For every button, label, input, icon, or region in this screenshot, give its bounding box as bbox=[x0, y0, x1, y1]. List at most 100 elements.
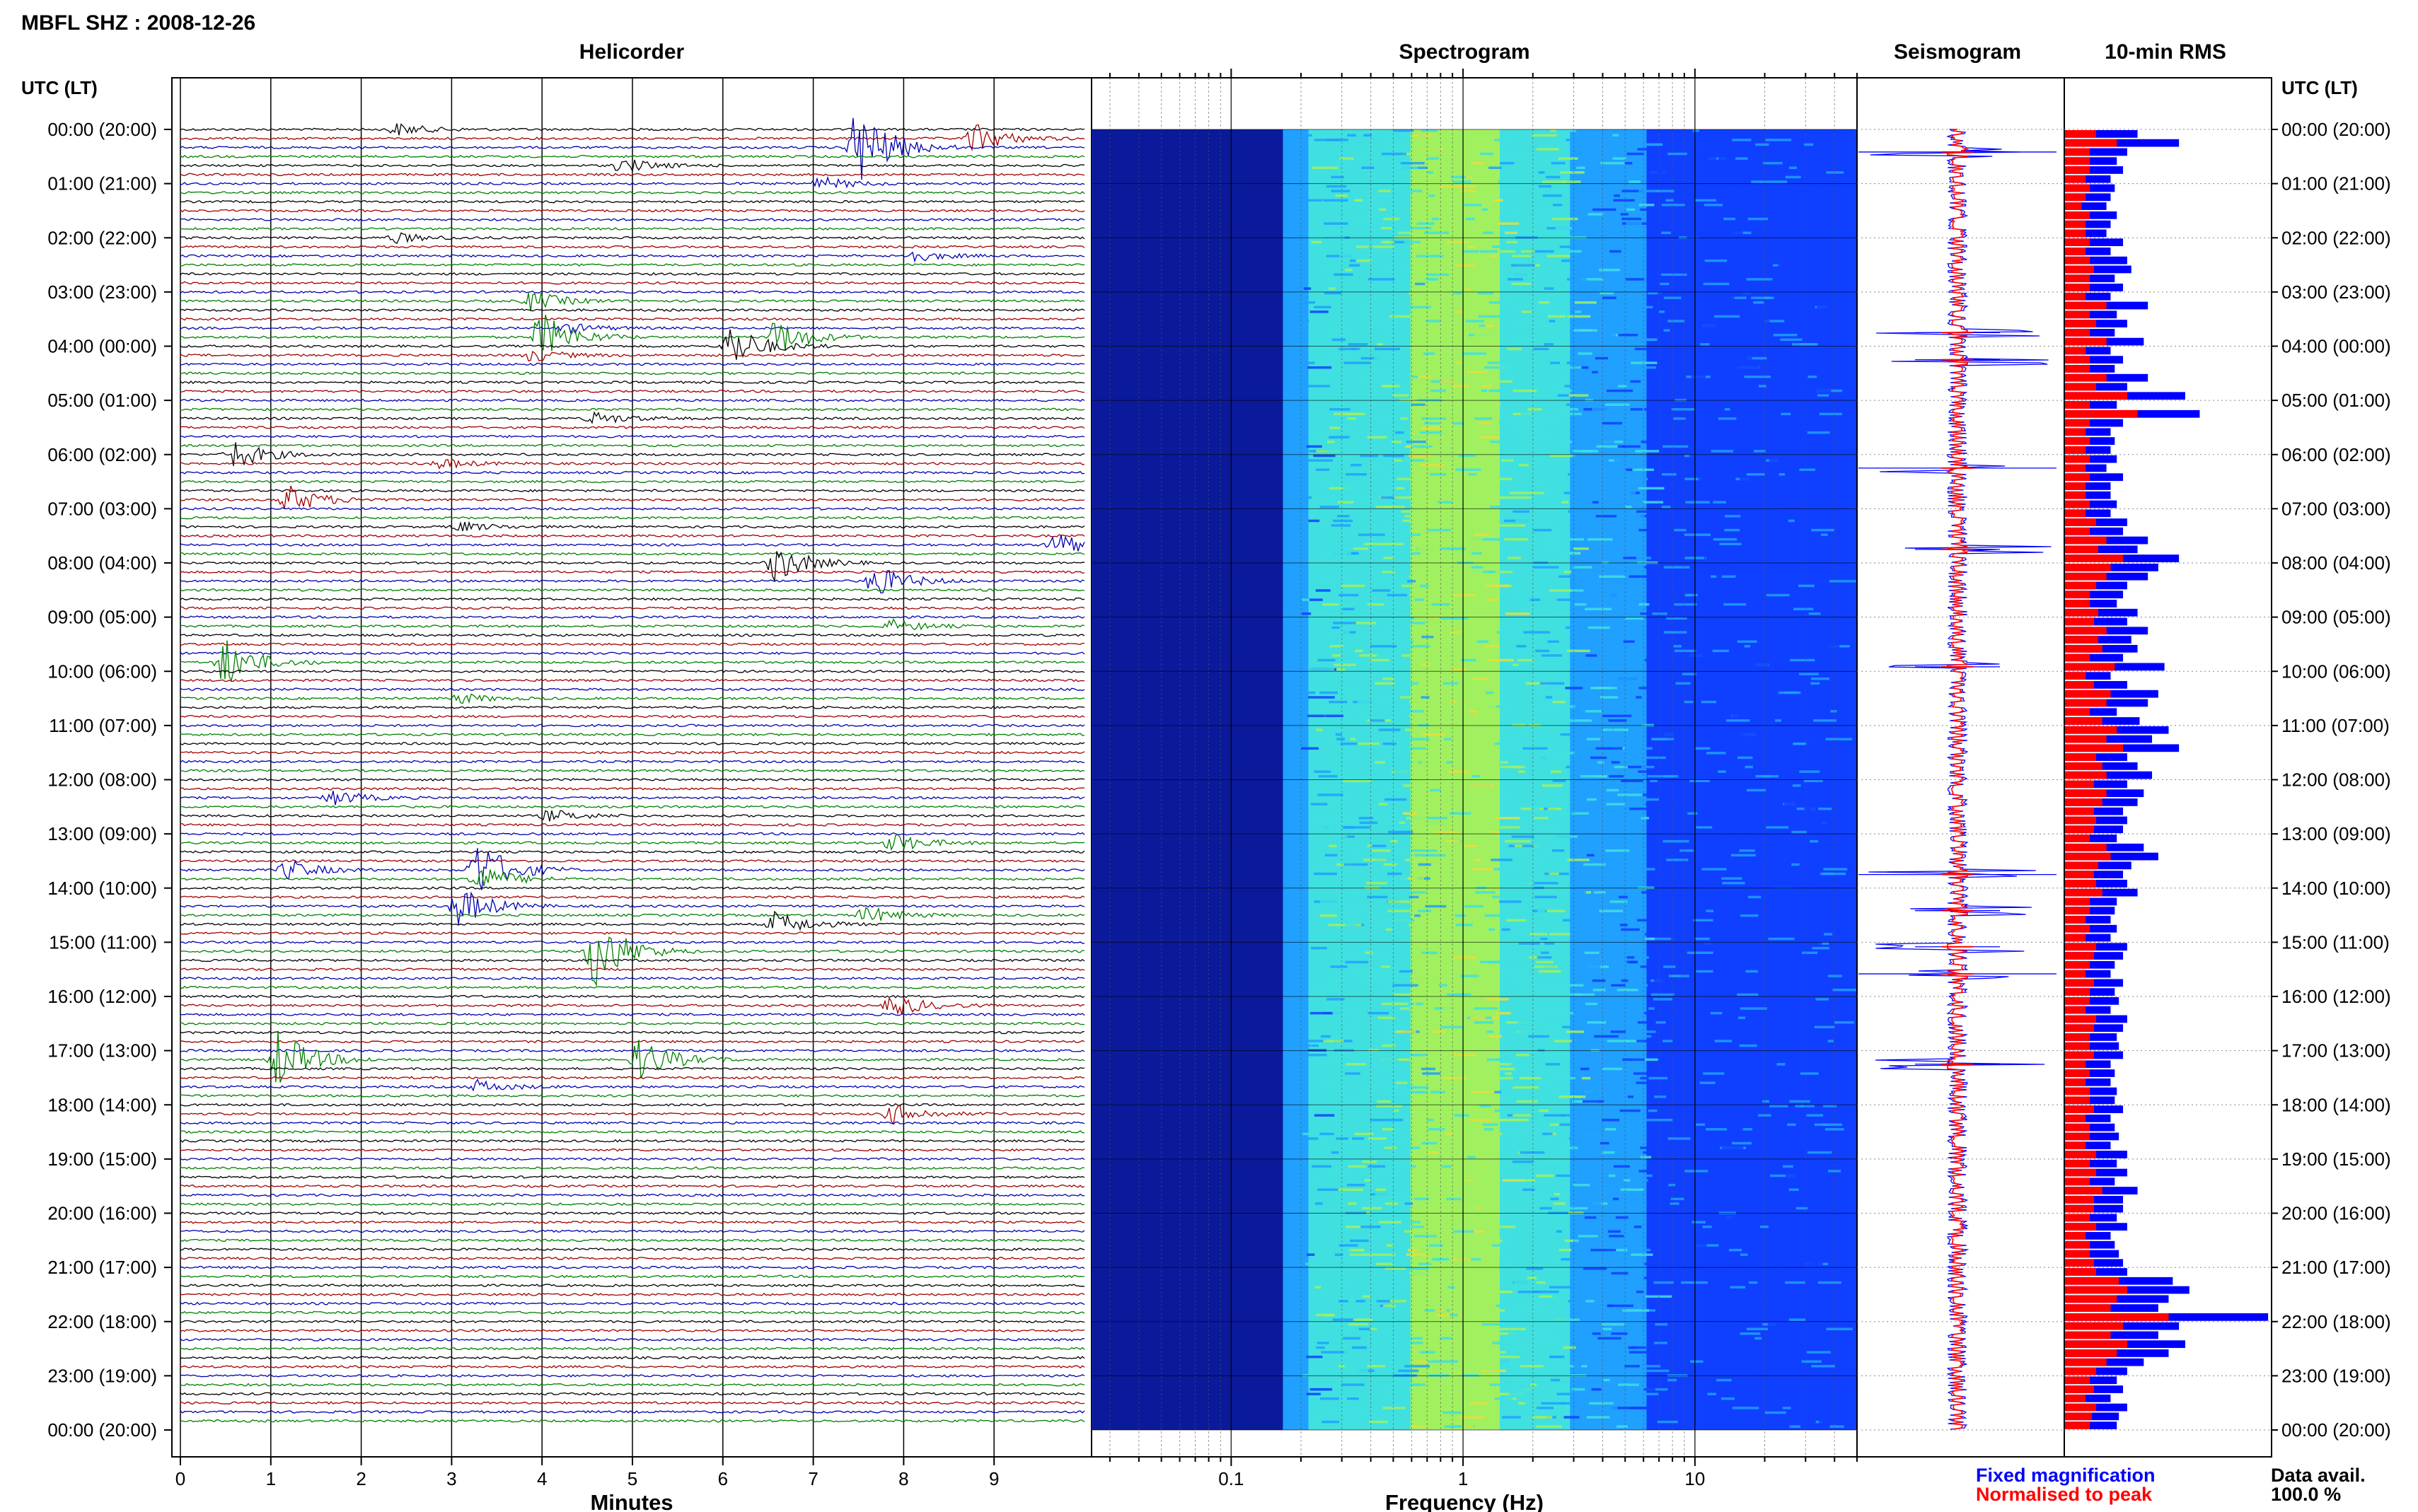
spectrogram-speckle bbox=[1700, 1318, 1720, 1321]
spectrogram-speckle bbox=[1482, 645, 1499, 648]
spectrogram-speckle bbox=[1584, 951, 1600, 955]
spectrogram-speckle bbox=[1592, 1156, 1619, 1158]
spectrogram-x-tick-label: 10 bbox=[1684, 1468, 1705, 1489]
spectrogram-speckle bbox=[1611, 1407, 1636, 1409]
spectrogram-speckle bbox=[1617, 301, 1633, 304]
helicorder-trace bbox=[180, 190, 1085, 194]
spectrogram-speckle bbox=[1776, 463, 1803, 467]
rms-bar-fixed bbox=[2065, 672, 2111, 680]
spectrogram-speckle bbox=[1321, 1420, 1339, 1424]
spectrogram-speckle bbox=[1791, 830, 1807, 834]
seismogram-panel bbox=[1856, 77, 2065, 1458]
spectrogram-speckle bbox=[1662, 1392, 1672, 1395]
spectrogram-speckle bbox=[1673, 417, 1686, 420]
spectrogram-speckle bbox=[1551, 849, 1565, 852]
spectrogram-speckle bbox=[1604, 658, 1614, 662]
spectrogram-speckle bbox=[1478, 421, 1492, 425]
spectrogram-speckle bbox=[1343, 361, 1353, 364]
spectrogram-speckle bbox=[1489, 1383, 1508, 1386]
spectrogram-speckle bbox=[1691, 789, 1716, 792]
spectrogram-speckle bbox=[1688, 1146, 1716, 1149]
spectrogram-speckle bbox=[1638, 528, 1659, 532]
spectrogram-speckle bbox=[1311, 436, 1336, 438]
spectrogram-speckle bbox=[1338, 1365, 1345, 1368]
spectrogram-speckle bbox=[1489, 301, 1510, 304]
spectrogram-speckle bbox=[1623, 612, 1632, 615]
helicorder-trace bbox=[180, 570, 1085, 574]
spectrogram-speckle bbox=[1786, 1295, 1793, 1298]
spectrogram-speckle bbox=[1674, 649, 1696, 653]
spectrogram-speckle bbox=[1379, 1286, 1405, 1289]
spectrogram-speckle bbox=[1560, 733, 1570, 736]
spectrogram-speckle bbox=[1447, 960, 1474, 964]
spectrogram-speckle bbox=[1551, 1378, 1560, 1382]
spectrogram-speckle bbox=[1547, 315, 1566, 318]
spectrogram-speckle bbox=[1375, 635, 1401, 639]
rms-bar-normalised bbox=[2065, 446, 2086, 454]
spectrogram-speckle bbox=[1572, 273, 1585, 277]
spectrogram-speckle bbox=[1628, 166, 1646, 170]
spectrogram-speckle bbox=[1431, 533, 1447, 536]
spectrogram-speckle bbox=[1825, 738, 1853, 740]
spectrogram-speckle bbox=[1710, 1067, 1735, 1071]
spectrogram-speckle bbox=[1367, 436, 1387, 438]
rms-bar-normalised bbox=[2065, 1151, 2096, 1158]
spectrogram-speckle bbox=[1767, 1193, 1787, 1196]
spectrogram-speckle bbox=[1379, 194, 1398, 197]
spectrogram-speckle bbox=[1703, 1072, 1725, 1075]
spectrogram-speckle bbox=[1821, 914, 1843, 917]
spectrogram-speckle bbox=[1488, 333, 1500, 337]
spectrogram-speckle bbox=[1442, 1007, 1457, 1010]
spectrogram-speckle bbox=[1474, 533, 1490, 536]
spectrogram-speckle bbox=[1719, 542, 1742, 546]
spectrogram-speckle bbox=[1424, 421, 1440, 425]
spectrogram-speckle bbox=[1568, 589, 1584, 592]
spectrogram-speckle bbox=[1514, 496, 1532, 499]
spectrogram-speckle bbox=[1731, 1118, 1751, 1122]
spectrogram-speckle bbox=[1637, 654, 1644, 657]
spectrogram-speckle bbox=[1553, 204, 1563, 207]
spectrogram-speckle bbox=[1447, 714, 1475, 718]
spectrogram-speckle bbox=[1336, 738, 1346, 740]
spectrogram-speckle bbox=[1722, 282, 1745, 286]
spectrogram-speckle bbox=[1359, 441, 1377, 443]
spectrogram-speckle bbox=[1537, 436, 1554, 438]
helicorder-trace bbox=[180, 426, 1085, 429]
helicorder-title: Helicorder bbox=[579, 40, 685, 64]
spectrogram-speckle bbox=[1381, 226, 1392, 230]
rms-bar-fixed bbox=[2065, 653, 2124, 662]
spectrogram-speckle bbox=[1367, 1086, 1381, 1089]
helicorder-trace bbox=[180, 693, 1085, 704]
spectrogram-speckle bbox=[1413, 784, 1422, 787]
helicorder-trace bbox=[180, 232, 1085, 244]
spectrogram-speckle bbox=[1452, 250, 1461, 253]
spectrogram-speckle bbox=[1451, 222, 1459, 225]
spectrogram-speckle bbox=[1423, 821, 1447, 825]
spectrogram-speckle bbox=[1587, 738, 1601, 740]
spectrogram-speckle bbox=[1421, 761, 1438, 764]
helicorder-trace bbox=[180, 398, 1085, 402]
spectrogram-speckle bbox=[1590, 1221, 1601, 1223]
spectrogram-speckle bbox=[1666, 859, 1689, 861]
rms-bar-fixed bbox=[2065, 735, 2153, 743]
spectrogram-speckle bbox=[1390, 635, 1401, 639]
spectrogram-speckle bbox=[1699, 1081, 1716, 1084]
rms-bar-fixed bbox=[2065, 265, 2131, 274]
spectrogram-speckle bbox=[1467, 1267, 1490, 1270]
helicorder-trace bbox=[180, 723, 1085, 728]
spectrogram-speckle bbox=[1658, 291, 1677, 295]
spectrogram-speckle bbox=[1662, 240, 1677, 244]
spectrogram-speckle bbox=[1499, 496, 1515, 499]
spectrogram-speckle bbox=[1329, 408, 1350, 411]
spectrogram-speckle bbox=[1329, 844, 1337, 847]
spectrogram-speckle bbox=[1812, 960, 1819, 964]
spectrogram-speckle bbox=[1518, 431, 1531, 434]
spectrogram-speckle bbox=[1658, 709, 1681, 713]
spectrogram-speckle bbox=[1573, 1183, 1590, 1187]
spectrogram-speckle bbox=[1319, 900, 1346, 903]
spectrogram-speckle bbox=[1505, 626, 1529, 629]
spectrogram-speckle bbox=[1607, 1248, 1628, 1252]
rms-bar-normalised bbox=[2065, 157, 2090, 165]
spectrogram-speckle bbox=[1782, 1030, 1793, 1033]
rms-bar-fixed bbox=[2065, 1060, 2111, 1069]
